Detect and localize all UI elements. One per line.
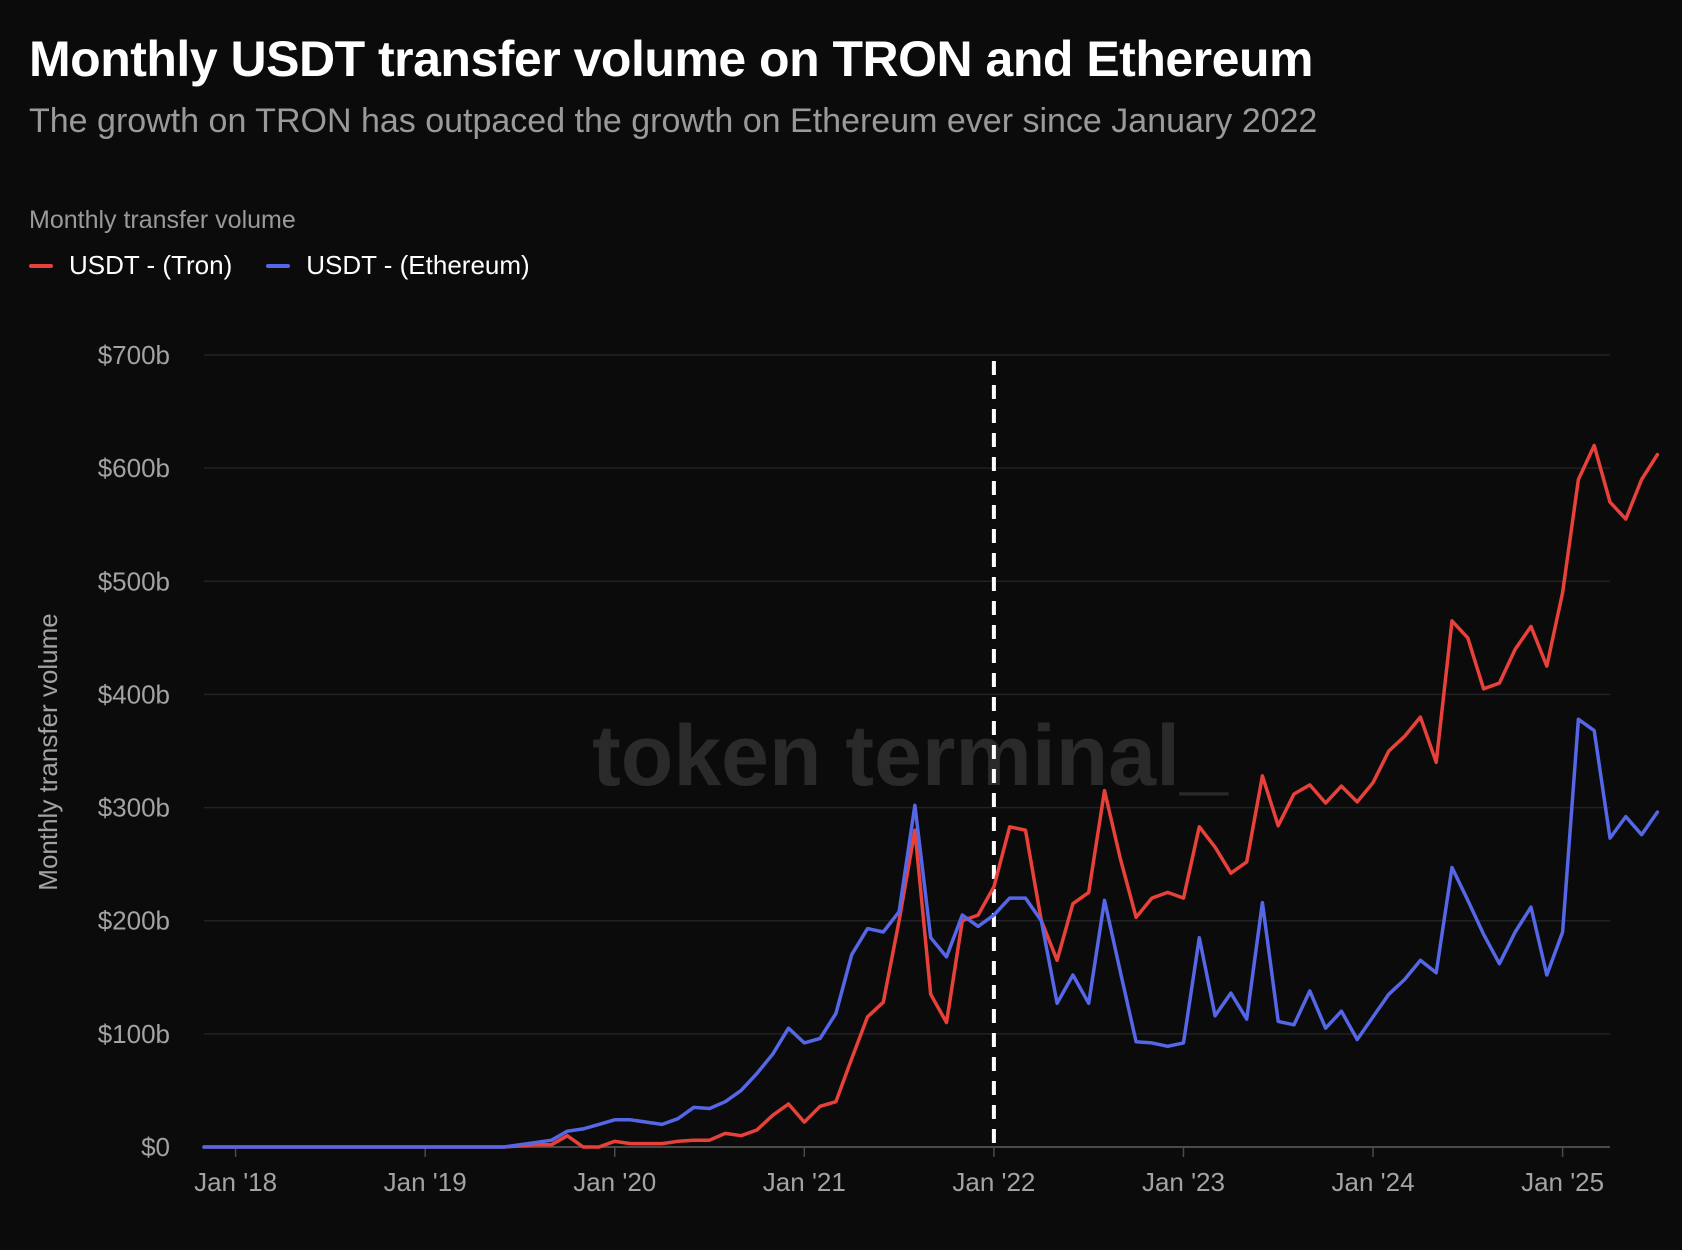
x-tick-label: Jan '23 xyxy=(1142,1167,1225,1197)
y-tick-label: $500b xyxy=(98,566,170,596)
y-tick-label: $200b xyxy=(98,906,170,936)
legend-label-tron: USDT - (Tron) xyxy=(69,250,233,280)
x-tick-label: Jan '21 xyxy=(763,1167,846,1197)
y-axis-ticks: $0 $100b $200b $300b $400b $500b $600b $700b xyxy=(98,340,170,1162)
x-tick-label: Jan '25 xyxy=(1521,1167,1604,1197)
legend-swatch-tron xyxy=(29,263,53,268)
y-tick-label: $700b xyxy=(98,340,170,370)
legend-title: Monthly transfer volume xyxy=(29,206,296,234)
y-tick-label: $600b xyxy=(98,453,170,483)
x-tick-label: Jan '24 xyxy=(1332,1167,1415,1197)
y-tick-label: $300b xyxy=(98,793,170,823)
x-tick-label: Jan '20 xyxy=(573,1167,656,1197)
gridlines xyxy=(204,354,1610,1148)
series-lines xyxy=(202,443,1660,1149)
watermark: token terminal_ xyxy=(592,708,1229,804)
y-tick-label: $100b xyxy=(98,1019,170,1049)
x-tick-label: Jan '18 xyxy=(194,1167,277,1197)
y-axis-label: Monthly transfer volume xyxy=(33,613,63,890)
legend-item-ethereum[interactable]: USDT - (Ethereum) xyxy=(266,250,530,281)
legend-swatch-ethereum xyxy=(266,263,291,268)
legend-item-tron[interactable]: USDT - (Tron) xyxy=(29,250,232,281)
x-tick-label: Jan '19 xyxy=(384,1167,467,1197)
series-line-ethereum xyxy=(202,717,1660,1149)
x-tick-label: Jan '22 xyxy=(952,1167,1035,1197)
y-tick-label: $400b xyxy=(98,679,170,709)
chart-title: Monthly USDT transfer volume on TRON and… xyxy=(29,31,1313,87)
y-tick-label: $0 xyxy=(141,1132,170,1162)
legend-label-ethereum: USDT - (Ethereum) xyxy=(306,250,530,280)
x-axis-ticks: Jan '18 Jan '19 Jan '20 Jan '21 Jan '22 Jan '… xyxy=(194,1147,1604,1197)
legend: USDT - (Tron) USDT - (Ethereum) xyxy=(29,250,530,281)
chart-subtitle: The growth on TRON has outpaced the grow… xyxy=(29,102,1318,140)
